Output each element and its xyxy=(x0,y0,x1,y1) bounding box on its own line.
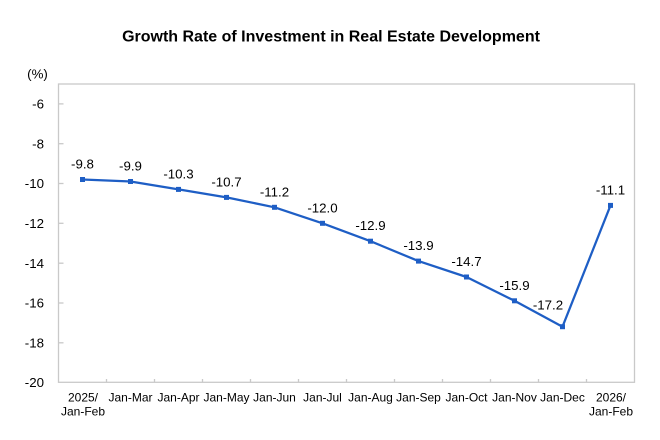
svg-text:-12.0: -12.0 xyxy=(307,200,337,215)
svg-text:-9.8: -9.8 xyxy=(71,157,94,172)
svg-text:-18: -18 xyxy=(25,336,44,351)
svg-text:-8: -8 xyxy=(32,136,44,151)
svg-text:2026/: 2026/ xyxy=(596,390,627,404)
svg-text:-12.9: -12.9 xyxy=(355,218,385,233)
svg-text:-9.9: -9.9 xyxy=(119,159,142,174)
svg-text:-10.3: -10.3 xyxy=(163,166,193,181)
svg-text:-10: -10 xyxy=(25,176,44,191)
svg-text:-6: -6 xyxy=(32,97,44,112)
svg-text:Jan-Feb: Jan-Feb xyxy=(61,404,105,418)
svg-text:-12: -12 xyxy=(25,216,44,231)
svg-text:Jan-Feb: Jan-Feb xyxy=(589,404,633,418)
svg-text:-20: -20 xyxy=(25,375,44,390)
svg-text:2025/: 2025/ xyxy=(68,390,99,404)
svg-text:-17.2: -17.2 xyxy=(533,297,563,312)
svg-text:Jan-Jun: Jan-Jun xyxy=(253,390,296,404)
svg-text:(%): (%) xyxy=(27,66,48,81)
svg-text:-11.2: -11.2 xyxy=(260,184,289,199)
svg-text:-11.1: -11.1 xyxy=(596,182,625,197)
svg-text:-13.9: -13.9 xyxy=(403,238,433,253)
svg-text:Jan-Aug: Jan-Aug xyxy=(348,390,393,404)
svg-text:-14: -14 xyxy=(25,256,44,271)
svg-text:-16: -16 xyxy=(25,296,44,311)
svg-text:Jan-Jul: Jan-Jul xyxy=(303,390,342,404)
svg-text:-15.9: -15.9 xyxy=(499,278,529,293)
svg-text:Jan-Oct: Jan-Oct xyxy=(445,390,488,404)
svg-text:-10.7: -10.7 xyxy=(211,174,241,189)
svg-text:Jan-May: Jan-May xyxy=(203,390,249,404)
svg-text:Jan-Sep: Jan-Sep xyxy=(396,390,441,404)
svg-text:Growth Rate of Investment in R: Growth Rate of Investment in Real Estate… xyxy=(122,28,541,45)
svg-text:-14.7: -14.7 xyxy=(451,254,481,269)
svg-text:Jan-Mar: Jan-Mar xyxy=(108,390,152,404)
svg-text:Jan-Dec: Jan-Dec xyxy=(540,390,585,404)
svg-text:Jan-Nov: Jan-Nov xyxy=(492,390,537,404)
svg-text:Jan-Apr: Jan-Apr xyxy=(157,390,199,404)
